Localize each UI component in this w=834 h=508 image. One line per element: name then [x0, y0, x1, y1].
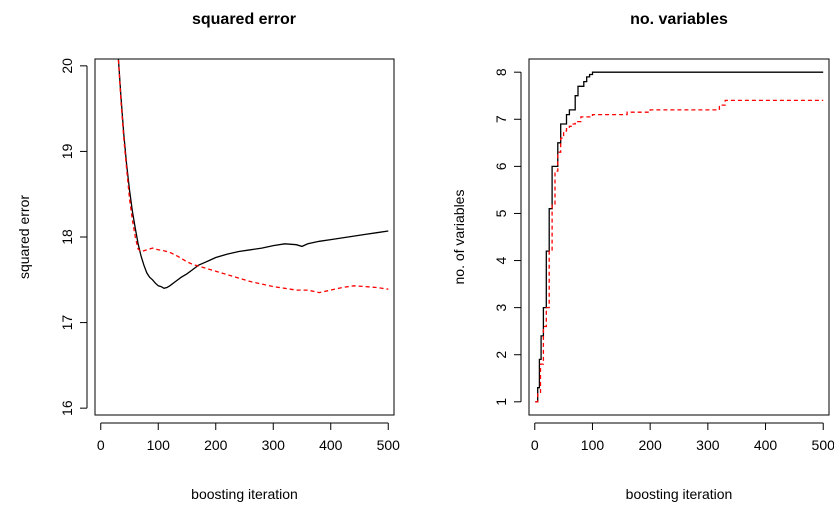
y-tick-label: 8	[493, 68, 509, 76]
squared-error-panel: squared error 0 100 200 300 400 500 boosting it…	[16, 11, 400, 502]
y-tick-label: 5	[493, 209, 509, 217]
plot-frame	[94, 58, 395, 416]
y-tick-label: 17	[59, 315, 75, 331]
plot-frame	[528, 58, 830, 416]
series-line-0	[535, 71, 824, 403]
y-axis: 16 17 18 19 20 squared error	[16, 58, 88, 416]
y-tick-label: 6	[493, 162, 509, 170]
y-tick-label: 2	[493, 351, 509, 359]
x-tick-label: 300	[262, 437, 286, 453]
x-tick-label: 200	[204, 437, 228, 453]
x-tick-label: 200	[638, 437, 662, 453]
x-tick-label: 0	[97, 437, 105, 453]
x-tick-label: 0	[531, 437, 539, 453]
x-tick-label: 400	[319, 437, 343, 453]
no-variables-panel: no. variables 0 100 200 300 400 500 boosting it…	[451, 11, 834, 502]
y-tick-label: 1	[493, 398, 509, 406]
y-tick-label: 4	[493, 256, 509, 264]
x-tick-label: 300	[696, 437, 720, 453]
x-axis-label: boosting iteration	[626, 486, 733, 502]
series-line-0	[117, 59, 389, 289]
y-tick-label: 7	[493, 115, 509, 123]
x-axis: 0 100 200 300 400 500 boosting iteration	[531, 422, 834, 502]
y-tick-label: 19	[59, 143, 75, 159]
x-axis-label: boosting iteration	[191, 486, 298, 502]
x-tick-label: 400	[754, 437, 778, 453]
y-tick-label: 3	[493, 304, 509, 312]
series-line-1	[117, 59, 389, 294]
x-tick-label: 100	[147, 437, 171, 453]
x-tick-label: 500	[812, 437, 834, 453]
y-tick-label: 16	[59, 400, 75, 416]
chart-title: squared error	[192, 11, 296, 28]
x-axis: 0 100 200 300 400 500 boosting iteration	[97, 422, 401, 502]
y-tick-label: 18	[59, 229, 75, 245]
y-tick-label: 20	[59, 58, 75, 74]
x-tick-label: 500	[377, 437, 401, 453]
y-axis-label: squared error	[16, 195, 32, 279]
x-tick-label: 100	[581, 437, 605, 453]
y-axis: 1 2 3 4 5 6 7 8 no. of variables	[451, 68, 522, 406]
y-axis-label: no. of variables	[451, 190, 467, 285]
chart-title: no. variables	[630, 11, 728, 28]
series-line-1	[535, 99, 824, 403]
